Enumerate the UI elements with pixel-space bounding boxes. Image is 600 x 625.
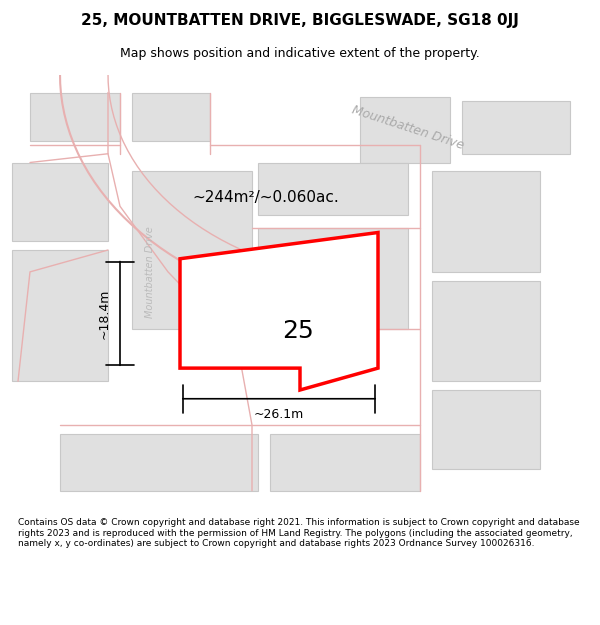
Text: Mountbatten Drive: Mountbatten Drive [350, 103, 466, 152]
Text: Map shows position and indicative extent of the property.: Map shows position and indicative extent… [120, 48, 480, 61]
Polygon shape [258, 162, 408, 215]
Polygon shape [270, 434, 420, 491]
Text: 25, MOUNTBATTEN DRIVE, BIGGLESWADE, SG18 0JJ: 25, MOUNTBATTEN DRIVE, BIGGLESWADE, SG18… [81, 14, 519, 29]
Text: ~244m²/~0.060ac.: ~244m²/~0.060ac. [192, 190, 339, 205]
Polygon shape [30, 92, 120, 141]
Text: 25: 25 [282, 319, 314, 343]
Text: Contains OS data © Crown copyright and database right 2021. This information is : Contains OS data © Crown copyright and d… [18, 518, 580, 548]
Polygon shape [132, 92, 210, 141]
Polygon shape [12, 250, 108, 381]
Polygon shape [432, 281, 540, 381]
Polygon shape [462, 101, 570, 154]
Polygon shape [60, 434, 258, 491]
Polygon shape [132, 171, 252, 329]
Polygon shape [258, 228, 408, 329]
Polygon shape [12, 162, 108, 241]
Polygon shape [432, 390, 540, 469]
Text: ~18.4m: ~18.4m [98, 288, 111, 339]
Text: ~26.1m: ~26.1m [254, 408, 304, 421]
Polygon shape [360, 97, 450, 162]
Polygon shape [432, 171, 540, 272]
Polygon shape [180, 232, 378, 390]
Text: Mountbatten Drive: Mountbatten Drive [145, 226, 155, 318]
